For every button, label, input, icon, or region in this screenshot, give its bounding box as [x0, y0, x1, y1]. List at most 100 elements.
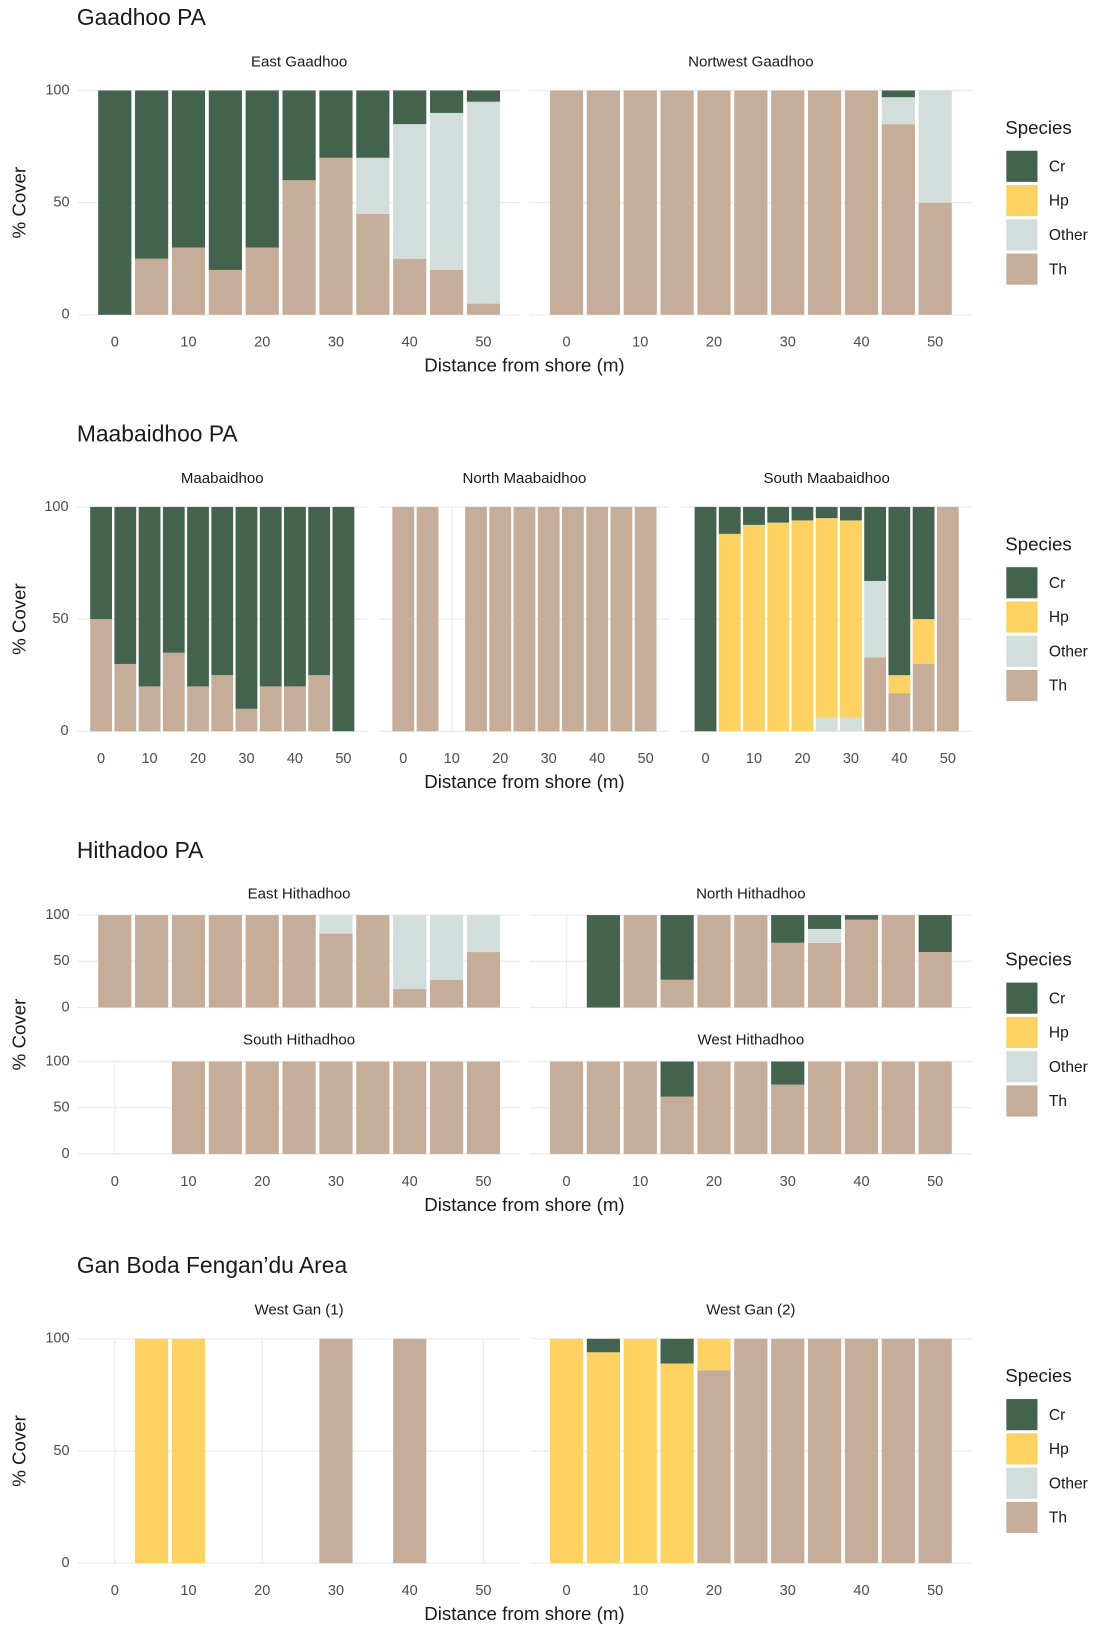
x-tick-label: 40	[853, 1174, 869, 1190]
bar-segment	[840, 506, 862, 521]
bar-segment	[623, 915, 657, 1008]
y-tick-label: 0	[62, 999, 70, 1015]
bar-segment	[319, 1061, 353, 1154]
bar-segment	[429, 269, 464, 315]
y-axis-title: % Cover	[9, 999, 30, 1071]
bar-segment	[881, 915, 915, 1008]
x-tick-label: 40	[402, 335, 418, 351]
y-tick-label: 50	[53, 1100, 69, 1116]
bar-segment	[466, 1061, 501, 1154]
bar-segment	[697, 1061, 731, 1154]
bar-segment	[489, 506, 512, 732]
x-tick-label: 0	[562, 335, 570, 351]
bar-segment	[308, 506, 331, 676]
x-tick-label: 10	[180, 335, 196, 351]
bar-segment	[771, 915, 805, 943]
facet-title: East Hithadhoo	[248, 885, 351, 902]
x-tick-label: 20	[706, 1583, 722, 1599]
y-tick-label: 0	[62, 307, 70, 323]
bar-segment	[356, 157, 390, 214]
legend-key	[1006, 219, 1038, 251]
y-tick-label: 0	[62, 1555, 70, 1571]
bar-segment	[393, 915, 427, 990]
bar-segment	[718, 533, 741, 732]
bar-segment	[918, 202, 952, 315]
y-axis-title: % Cover	[9, 1415, 30, 1487]
bar-segment	[319, 1338, 353, 1564]
bar-segment	[513, 506, 536, 732]
bar-segment	[392, 506, 415, 732]
facet-title: West Gan (1)	[254, 1302, 343, 1319]
legend-label: Other	[1049, 227, 1088, 244]
y-axis-title: % Cover	[9, 167, 30, 239]
facet-title: Nortwest Gaadhoo	[688, 53, 813, 70]
bar-segment	[138, 686, 161, 732]
bar-segment	[235, 708, 258, 732]
bar-segment	[918, 90, 952, 203]
legend-label: Hp	[1049, 193, 1069, 210]
y-tick-label: 100	[45, 907, 69, 923]
x-tick-label: 50	[927, 1583, 943, 1599]
legend-key	[1006, 669, 1038, 702]
bar-segment	[319, 157, 353, 315]
legend-title: Species	[1005, 533, 1071, 554]
bar-segment	[791, 520, 814, 732]
bar-segment	[393, 90, 427, 125]
bar-segment	[429, 979, 464, 1008]
y-tick-label: 50	[53, 194, 69, 210]
bar-segment	[918, 1338, 952, 1564]
x-tick-label: 10	[444, 751, 460, 767]
x-tick-label: 30	[780, 1174, 796, 1190]
bar-segment	[138, 506, 161, 687]
legend-key	[1006, 184, 1038, 217]
x-tick-label: 30	[328, 1174, 344, 1190]
bar-segment	[918, 1061, 952, 1154]
x-tick-label: 50	[335, 751, 351, 767]
bar-segment	[282, 915, 316, 1008]
bar-segment	[912, 506, 935, 620]
bar-segment	[549, 1338, 584, 1564]
bar-segment	[356, 90, 390, 158]
bar-segment	[771, 942, 805, 1008]
bar-segment	[808, 928, 842, 943]
x-tick-label: 30	[238, 751, 254, 767]
bar-segment	[187, 686, 209, 732]
bar-segment	[660, 1338, 694, 1364]
bar-segment	[319, 915, 353, 934]
x-tick-label: 40	[891, 751, 907, 767]
bar-segment	[208, 915, 242, 1008]
bar-segment	[393, 258, 427, 315]
x-tick-label: 40	[287, 751, 303, 767]
y-tick-label: 0	[62, 1146, 70, 1162]
x-tick-label: 10	[180, 1583, 196, 1599]
bar-segment	[208, 90, 242, 270]
bar-segment	[586, 90, 620, 315]
bar-segment	[660, 979, 694, 1008]
x-tick-label: 30	[843, 751, 859, 767]
bar-segment	[211, 506, 234, 676]
bar-segment	[245, 90, 279, 248]
bar-segment	[429, 90, 464, 113]
bar-segment	[771, 90, 805, 315]
facet-title: North Maabaidhoo	[463, 470, 587, 487]
bar-segment	[844, 919, 879, 1008]
x-tick-label: 30	[541, 751, 557, 767]
bar-segment	[114, 506, 137, 664]
bar-segment	[815, 506, 838, 519]
bar-segment	[393, 1061, 427, 1154]
x-tick-label: 0	[562, 1174, 570, 1190]
y-tick-label: 50	[52, 611, 68, 627]
bar-segment	[282, 1061, 316, 1154]
bar-segment	[114, 663, 137, 732]
bar-segment	[623, 1338, 657, 1564]
x-tick-label: 0	[562, 1583, 570, 1599]
x-tick-label: 50	[475, 1174, 491, 1190]
facet-title: South Maabaidhoo	[764, 470, 890, 487]
x-tick-label: 50	[475, 1583, 491, 1599]
legend-title: Species	[1005, 117, 1071, 138]
bar-segment	[245, 247, 279, 315]
legend-key	[1006, 1085, 1038, 1117]
bar-segment	[660, 915, 694, 980]
legend-label: Other	[1049, 1475, 1088, 1492]
bar-segment	[187, 506, 209, 687]
